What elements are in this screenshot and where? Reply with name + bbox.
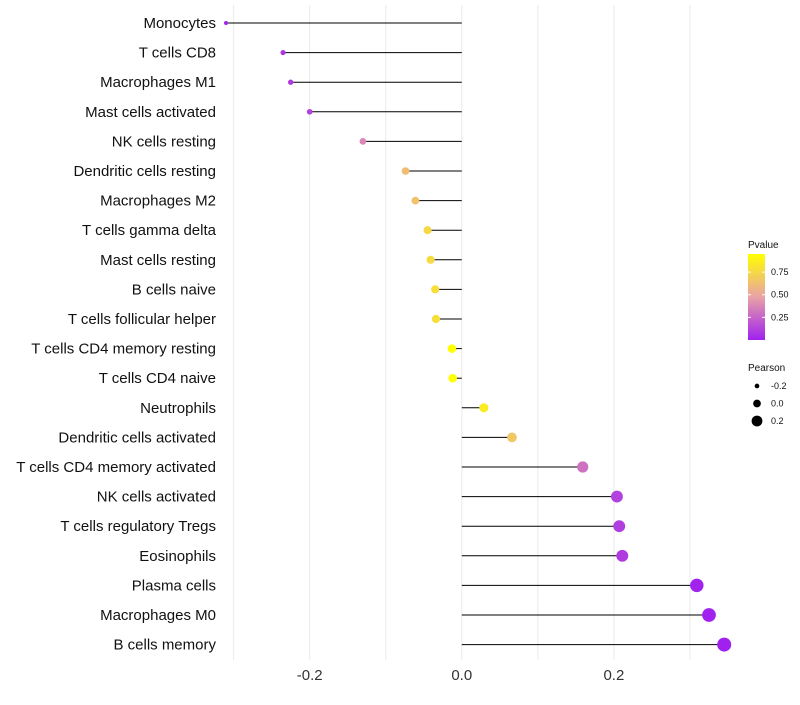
- pearson-size-label: 0.0: [771, 399, 784, 409]
- category-labels: Monocytes T cells CD8 Macrophages M1 Mast c…: [16, 15, 216, 654]
- category-label: T cells CD4 memory activated: [16, 459, 216, 476]
- category-label: Macrophages M1: [100, 74, 216, 91]
- category-label: B cells naive: [132, 281, 216, 298]
- category-label: T cells CD8: [139, 45, 216, 62]
- x-tick-label: 0.0: [451, 667, 472, 684]
- lollipop-point: [423, 226, 432, 235]
- category-label: Eosinophils: [139, 548, 216, 565]
- pearson-size-marker: [753, 399, 761, 408]
- lollipop-point: [431, 314, 441, 324]
- category-label: Macrophages M0: [100, 607, 216, 624]
- category-label: B cells memory: [113, 637, 216, 654]
- lollipop-point: [224, 21, 228, 25]
- category-label: Neutrophils: [140, 400, 216, 417]
- lollipop-point: [288, 79, 294, 85]
- lollipop-point: [690, 578, 704, 593]
- lollipop-point: [613, 520, 626, 533]
- grid-lines: [233, 5, 691, 660]
- pearson-size-label: -0.2: [771, 381, 787, 391]
- pearson-size-marker: [751, 415, 763, 427]
- category-label: Monocytes: [143, 15, 216, 32]
- category-label: T cells CD4 memory resting: [31, 341, 216, 358]
- pearson-legend: Pearson -0.2 0.0 0.2: [748, 363, 787, 427]
- x-tick-label: -0.2: [297, 667, 323, 684]
- lollipop-point: [577, 461, 589, 473]
- lollipop-point: [411, 196, 420, 205]
- pvalue-tick-label: 0.50: [771, 290, 789, 300]
- category-label: Mast cells activated: [85, 104, 216, 121]
- lollipop-point: [702, 608, 716, 622]
- stems: [226, 22, 725, 646]
- points: [224, 21, 732, 652]
- category-label: Plasma cells: [132, 577, 216, 594]
- category-label: NK cells resting: [112, 133, 216, 150]
- lollipop-point: [401, 167, 410, 175]
- category-label: T cells CD4 naive: [99, 370, 216, 387]
- lollipop-point: [426, 255, 435, 264]
- pvalue-legend-title: Pvalue: [748, 240, 779, 251]
- pvalue-tick-label: 0.75: [771, 267, 789, 277]
- category-label: Dendritic cells activated: [58, 429, 216, 446]
- lollipop-point: [611, 490, 623, 503]
- lollipop-point: [280, 50, 286, 56]
- category-label: T cells follicular helper: [68, 311, 216, 328]
- lollipop-point: [448, 373, 457, 383]
- lollipop-point: [359, 138, 367, 145]
- pearson-size-label: 0.2: [771, 416, 784, 426]
- category-label: NK cells activated: [97, 489, 216, 506]
- lollipop-point: [431, 285, 440, 294]
- category-label: Macrophages M2: [100, 193, 216, 210]
- lollipop-point: [306, 108, 313, 115]
- lollipop-point: [717, 637, 732, 652]
- category-label: Dendritic cells resting: [73, 163, 216, 180]
- pearson-size-marker: [754, 383, 760, 389]
- pvalue-colorbar: [748, 254, 765, 340]
- lollipop-point: [616, 549, 629, 562]
- category-label: T cells regulatory Tregs: [60, 518, 216, 535]
- pearson-legend-title: Pearson: [748, 363, 785, 374]
- lollipop-point: [479, 403, 489, 413]
- x-axis-ticks: -0.2 0.0 0.2: [297, 667, 625, 684]
- x-tick-label: 0.2: [603, 667, 624, 684]
- category-label: Mast cells resting: [100, 252, 216, 269]
- lollipop-point: [507, 432, 517, 443]
- pvalue-tick-label: 0.25: [771, 312, 789, 322]
- lollipop-point: [447, 344, 457, 353]
- category-label: T cells gamma delta: [82, 222, 217, 239]
- pvalue-legend: Pvalue 0.75 0.50 0.25: [748, 240, 789, 340]
